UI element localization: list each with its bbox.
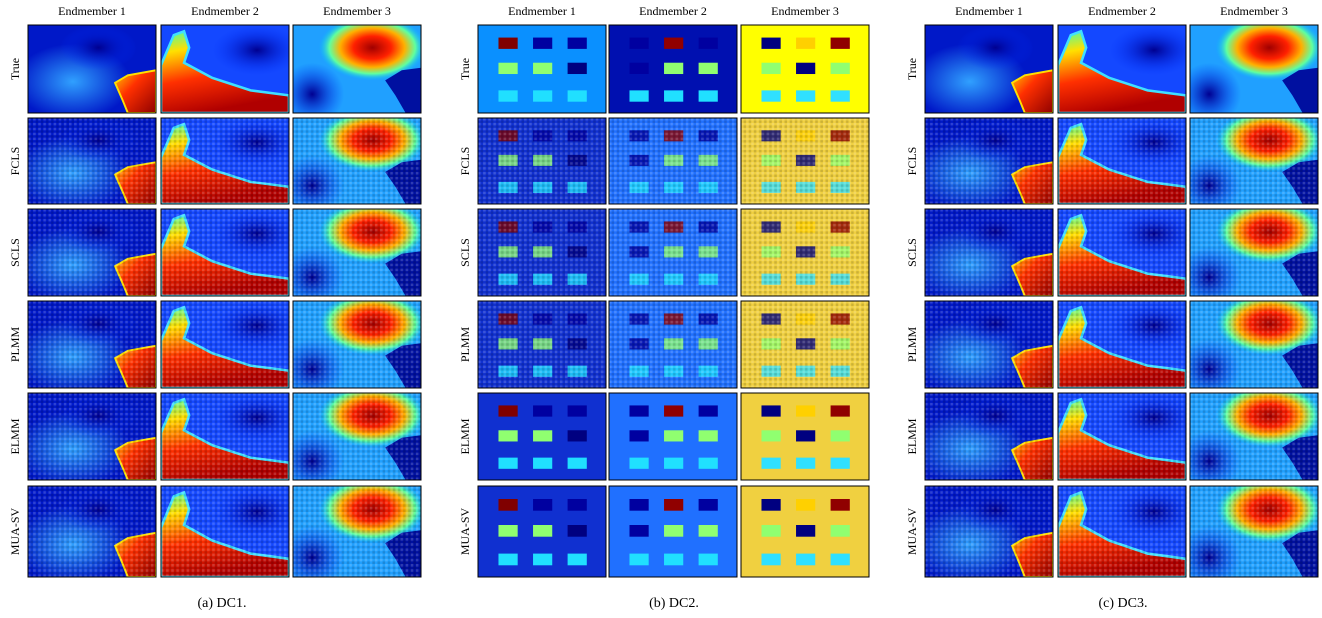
abundance-map <box>293 301 421 388</box>
caption: (b) DC2. <box>649 596 699 611</box>
abundance-map <box>609 393 737 480</box>
abundance-map <box>293 393 421 480</box>
abundance-map <box>741 25 869 113</box>
abundance-map <box>1190 486 1318 577</box>
row-label: SCLS <box>458 238 472 267</box>
row-label: True <box>8 58 22 80</box>
abundance-map <box>925 118 1053 204</box>
row-label: PLMM <box>8 326 22 362</box>
abundance-map <box>1058 486 1186 577</box>
abundance-map <box>741 118 869 204</box>
abundance-map <box>1058 25 1186 113</box>
row-label: MUA-SV <box>8 508 22 556</box>
row-label: PLMM <box>458 326 472 362</box>
abundance-map <box>28 118 156 204</box>
abundance-map <box>161 301 289 388</box>
column-header: Endmember 3 <box>771 4 839 18</box>
abundance-map <box>1058 209 1186 296</box>
abundance-map <box>741 209 869 296</box>
abundance-map <box>28 301 156 388</box>
abundance-map <box>1058 118 1186 204</box>
column-header: Endmember 2 <box>191 4 259 18</box>
abundance-map <box>925 301 1053 388</box>
caption: (c) DC3. <box>1099 596 1148 611</box>
abundance-map <box>161 25 289 113</box>
abundance-map <box>161 209 289 296</box>
abundance-map <box>1190 393 1318 480</box>
abundance-map <box>293 118 421 204</box>
row-label: ELMM <box>458 418 472 454</box>
column-header: Endmember 3 <box>1220 4 1288 18</box>
abundance-map <box>28 393 156 480</box>
column-header: Endmember 2 <box>1088 4 1156 18</box>
abundance-map <box>478 301 606 388</box>
row-label: ELMM <box>8 418 22 454</box>
abundance-map <box>1058 301 1186 388</box>
column-header: Endmember 1 <box>955 4 1023 18</box>
abundance-map <box>1058 393 1186 480</box>
row-label: SCLS <box>905 238 919 267</box>
row-label: FCLS <box>8 147 22 176</box>
abundance-map <box>478 393 606 480</box>
row-label: True <box>458 58 472 80</box>
abundance-map <box>161 393 289 480</box>
row-label: True <box>905 58 919 80</box>
abundance-map <box>28 25 156 113</box>
abundance-map <box>741 486 869 577</box>
abundance-map <box>741 393 869 480</box>
abundance-map <box>925 393 1053 480</box>
abundance-map <box>609 301 737 388</box>
caption: (a) DC1. <box>198 596 247 611</box>
abundance-map <box>478 209 606 296</box>
abundance-map <box>28 486 156 577</box>
abundance-map <box>293 209 421 296</box>
row-label: FCLS <box>458 147 472 176</box>
abundance-map <box>478 486 606 577</box>
abundance-map <box>478 25 606 113</box>
row-label: SCLS <box>8 238 22 267</box>
row-label: PLMM <box>905 326 919 362</box>
abundance-map <box>609 118 737 204</box>
abundance-map <box>1190 209 1318 296</box>
row-label: MUA-SV <box>905 508 919 556</box>
abundance-map <box>161 118 289 204</box>
abundance-map <box>609 486 737 577</box>
abundance-map <box>1190 301 1318 388</box>
abundance-map <box>925 25 1053 113</box>
abundance-map <box>925 209 1053 296</box>
abundance-map <box>293 25 421 113</box>
row-label: FCLS <box>905 147 919 176</box>
column-header: Endmember 1 <box>58 4 126 18</box>
abundance-map <box>741 301 869 388</box>
abundance-map <box>293 486 421 577</box>
abundance-map <box>609 25 737 113</box>
column-header: Endmember 2 <box>639 4 707 18</box>
abundance-map <box>28 209 156 296</box>
abundance-map <box>609 209 737 296</box>
row-label: MUA-SV <box>458 508 472 556</box>
abundance-map <box>161 486 289 577</box>
abundance-map <box>925 486 1053 577</box>
abundance-map <box>478 118 606 204</box>
abundance-map <box>1190 25 1318 113</box>
column-header: Endmember 1 <box>508 4 576 18</box>
column-header: Endmember 3 <box>323 4 391 18</box>
row-label: ELMM <box>905 418 919 454</box>
abundance-map <box>1190 118 1318 204</box>
